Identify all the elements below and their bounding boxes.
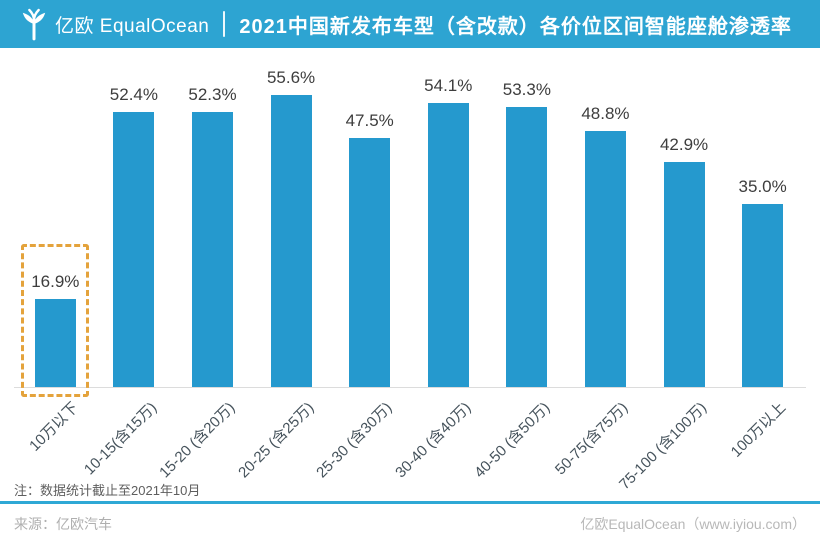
bar-chart: 16.9% 52.4% 52.3% 55.6% 47.5% 54.1% 53.3% 48.8%… bbox=[16, 48, 802, 388]
bar-value-label: 52.3% bbox=[188, 85, 237, 104]
bar-column: 52.4% bbox=[95, 48, 174, 388]
x-axis-label: 100万以上 bbox=[727, 399, 789, 461]
x-axis-label: 75-100 (含100万) bbox=[616, 399, 711, 494]
footer-divider bbox=[0, 501, 820, 504]
bar-value-label: 42.9% bbox=[659, 135, 709, 154]
bar-column: 42.9% bbox=[645, 48, 724, 388]
bar-value-label: 53.3% bbox=[502, 80, 551, 99]
bar-column: 16.9% bbox=[16, 48, 95, 388]
bar-column: 54.1% bbox=[409, 48, 488, 388]
bar bbox=[427, 103, 469, 388]
bar-column: 55.6% bbox=[252, 48, 331, 388]
equalocean-logo-icon bbox=[20, 7, 48, 41]
bar-column: 53.3% bbox=[488, 48, 567, 388]
bar-column: 48.8% bbox=[566, 48, 645, 388]
bar bbox=[191, 112, 233, 388]
x-axis-label: 15-20 (含20万) bbox=[156, 399, 239, 482]
x-axis-label: 40-50 (含50万) bbox=[470, 399, 554, 482]
bar-value-label: 35.0% bbox=[738, 177, 787, 196]
bar bbox=[270, 95, 312, 388]
x-axis-label: 25-30 (含30万) bbox=[313, 399, 396, 482]
source-text: 来源：亿欧汽车 bbox=[14, 516, 112, 532]
bar-column: 52.3% bbox=[173, 48, 252, 388]
bar bbox=[506, 107, 548, 388]
x-axis-label: 10万以下 bbox=[25, 399, 82, 455]
bar-column: 35.0% bbox=[723, 48, 802, 388]
x-axis-label: 30-40 (含40万) bbox=[392, 399, 475, 482]
header-separator bbox=[223, 11, 226, 37]
bar-value-label: 47.5% bbox=[345, 111, 394, 130]
bar-value-label: 48.8% bbox=[581, 104, 630, 123]
bar-value-label: 55.6% bbox=[266, 68, 316, 87]
x-axis-label: 20-25 (含25万) bbox=[235, 399, 318, 482]
logo-text: 亿欧 EqualOcean bbox=[55, 15, 210, 37]
highlight-box bbox=[21, 244, 90, 397]
bar bbox=[113, 112, 155, 388]
x-axis-line bbox=[14, 387, 806, 388]
credit-text: 亿欧EqualOcean（www.iyiou.com） bbox=[580, 516, 806, 532]
x-axis-label: 10-15(含15万) bbox=[80, 399, 161, 479]
bar-value-label: 16.9% bbox=[31, 272, 80, 291]
x-axis-label: 50-75(含75万) bbox=[552, 399, 632, 479]
logo: 亿欧 EqualOcean bbox=[20, 7, 209, 41]
bar bbox=[742, 204, 784, 388]
header-bar: 亿欧 EqualOcean 2021中国新发布车型（含改款）各价位区间智能座舱渗… bbox=[0, 0, 820, 48]
bar bbox=[349, 138, 391, 388]
footnote: 注：数据统计截止至2021年10月 bbox=[14, 483, 201, 498]
bar bbox=[584, 131, 626, 388]
bar bbox=[34, 299, 76, 388]
bar bbox=[663, 162, 705, 388]
bar-column: 47.5% bbox=[330, 48, 409, 388]
bar-value-label: 52.4% bbox=[109, 85, 158, 104]
chart-title: 2021中国新发布车型（含改款）各价位区间智能座舱渗透率 bbox=[239, 15, 792, 38]
bar-value-label: 54.1% bbox=[424, 76, 473, 95]
